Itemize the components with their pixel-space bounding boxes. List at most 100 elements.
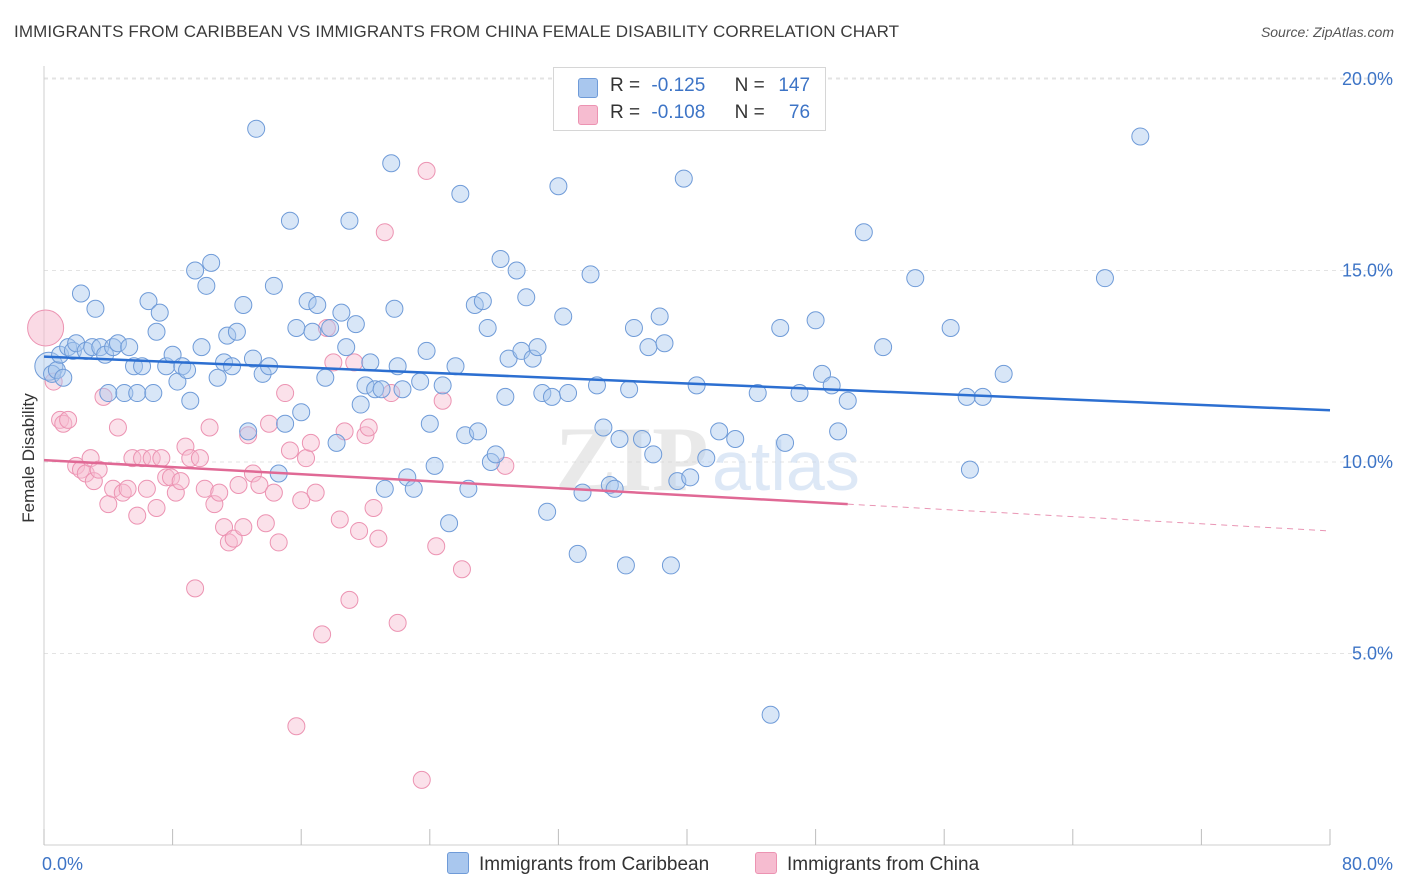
legend-swatch-china (578, 105, 598, 125)
china-point (369, 529, 388, 548)
caribbean-point (337, 338, 356, 357)
caribbean-point (382, 154, 401, 173)
china-point (200, 418, 219, 437)
caribbean-point (538, 502, 557, 521)
bottom-legend-china: Immigrants from China (755, 852, 979, 876)
caribbean-point (655, 334, 674, 353)
caribbean-point (276, 414, 295, 433)
china-point (256, 514, 275, 533)
china-point (306, 483, 325, 502)
caribbean-point (528, 338, 547, 357)
caribbean-point (517, 288, 536, 307)
caribbean-point (425, 456, 444, 475)
y-tick-label: 20.0% (1342, 69, 1393, 89)
y-tick-label: 5.0% (1352, 644, 1393, 664)
legend-n-label: N = (734, 75, 765, 96)
caribbean-point (610, 430, 629, 449)
china-point (340, 590, 359, 609)
caribbean-point (806, 311, 825, 330)
china-point (496, 456, 515, 475)
china-point (27, 309, 65, 347)
caribbean-point (957, 387, 976, 406)
caribbean-point (674, 169, 693, 188)
caribbean-point (616, 556, 635, 575)
china-point (313, 625, 332, 644)
china-point (190, 449, 209, 468)
china-point (89, 460, 108, 479)
caribbean-point (247, 119, 266, 138)
caribbean-point (624, 318, 643, 337)
caribbean-point (906, 269, 925, 288)
caribbean-point (115, 384, 134, 403)
caribbean-point (581, 265, 600, 284)
caribbean-point (605, 479, 624, 498)
axes (43, 66, 1331, 846)
caribbean-point (316, 368, 335, 387)
legend-n-label: N = (734, 102, 765, 123)
china-point (239, 426, 258, 445)
caribbean-point (375, 479, 394, 498)
caribbean-point (440, 514, 459, 533)
caribbean-point (321, 318, 340, 337)
caribbean-point (632, 430, 651, 449)
china-point (128, 506, 147, 525)
caribbean-point (523, 349, 542, 368)
caribbean-point (620, 380, 639, 399)
caribbean-point (573, 483, 592, 502)
caribbean-point (208, 368, 227, 387)
legend-r-label: R = (610, 75, 641, 96)
legend-r-label: R = (610, 102, 641, 123)
china-point (181, 449, 200, 468)
caribbean-point (298, 292, 317, 311)
china-point (292, 491, 311, 510)
legend-n-value: 76 (788, 102, 811, 123)
caribbean-point (960, 460, 979, 479)
caribbean-point (771, 318, 790, 337)
caribbean-point (554, 307, 573, 326)
china-trend-line (43, 458, 848, 506)
caribbean-point (568, 544, 587, 563)
caribbean-trend-line (43, 355, 1331, 412)
caribbean-point (197, 276, 216, 295)
y-tick-label: 10.0% (1342, 452, 1393, 472)
caribbean-point (469, 422, 488, 441)
caribbean-point (150, 303, 169, 322)
caribbean-point (327, 433, 346, 452)
caribbean-point (594, 418, 613, 437)
caribbean-point (181, 391, 200, 410)
china-point (186, 579, 205, 598)
caribbean-point (994, 364, 1013, 383)
caribbean-point (559, 384, 578, 403)
watermark-atlas: atlas (712, 427, 860, 505)
caribbean-point (227, 322, 246, 341)
caribbean-point (761, 705, 780, 724)
caribbean-point (661, 556, 680, 575)
caribbean-point (491, 250, 510, 269)
china-point (269, 533, 288, 552)
china-point (229, 475, 248, 494)
china-point (301, 433, 320, 452)
caribbean-point (280, 211, 299, 230)
caribbean-point (478, 318, 497, 337)
caribbean-point (86, 299, 105, 318)
caribbean-point (507, 261, 526, 280)
china-point (345, 353, 364, 372)
china-point (137, 479, 156, 498)
caribbean-point (147, 322, 166, 341)
caribbean-point (351, 395, 370, 414)
caribbean-point (726, 430, 745, 449)
china-point (287, 717, 306, 736)
caribbean-point (874, 338, 893, 357)
caribbean-point (202, 253, 221, 272)
china-point (375, 223, 394, 242)
caribbean-point (128, 384, 147, 403)
china-point (243, 464, 262, 483)
china-point (147, 498, 166, 517)
china-point (433, 391, 452, 410)
x-tick-label-min: 0.0% (42, 854, 83, 874)
caribbean-point (404, 479, 423, 498)
caribbean-point (346, 315, 365, 334)
caribbean-point (838, 391, 857, 410)
caribbean-point (372, 380, 391, 399)
